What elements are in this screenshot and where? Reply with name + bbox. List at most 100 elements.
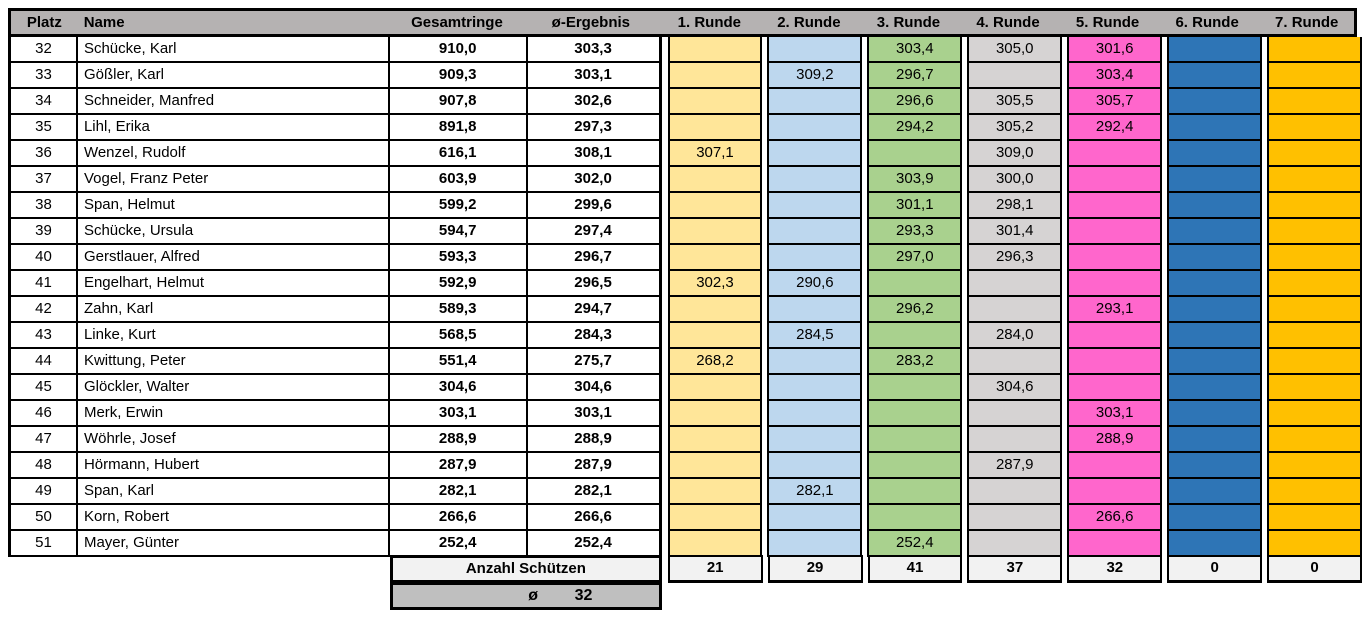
runde-1-cell[interactable] — [667, 427, 763, 453]
runde-7-cell[interactable] — [1267, 297, 1362, 323]
runde-1-cell[interactable] — [667, 531, 763, 557]
runde-5-cell[interactable] — [1067, 167, 1163, 193]
platz-cell[interactable]: 34 — [8, 89, 78, 115]
runde-3-cell[interactable] — [867, 427, 963, 453]
name-cell[interactable]: Wöhrle, Josef — [77, 427, 390, 453]
runde-5-cell[interactable]: 303,1 — [1067, 401, 1163, 427]
runde-1-cell[interactable] — [667, 323, 763, 349]
gesamtringe-cell[interactable]: 891,8 — [389, 115, 528, 141]
runde-5-cell[interactable] — [1067, 453, 1163, 479]
runde-2-cell[interactable] — [767, 141, 863, 167]
runde-4-cell[interactable] — [967, 297, 1063, 323]
runde-1-cell[interactable] — [667, 115, 763, 141]
avg-ergebnis-cell[interactable]: 288,9 — [527, 427, 662, 453]
runde-7-cell[interactable] — [1267, 401, 1362, 427]
runde-6-cell[interactable] — [1167, 401, 1263, 427]
runde-6-cell[interactable] — [1167, 479, 1263, 505]
runde-2-cell[interactable] — [767, 115, 863, 141]
runde-4-cell[interactable]: 287,9 — [967, 453, 1063, 479]
runde-7-cell[interactable] — [1267, 427, 1362, 453]
column-header-platz[interactable]: Platz — [26, 14, 62, 31]
runde-5-cell[interactable]: 305,7 — [1067, 89, 1163, 115]
gesamtringe-cell[interactable]: 287,9 — [389, 453, 528, 479]
gesamtringe-cell[interactable]: 593,3 — [389, 245, 528, 271]
runde-7-cell[interactable] — [1267, 375, 1362, 401]
platz-cell[interactable]: 45 — [8, 375, 78, 401]
name-cell[interactable]: Schneider, Manfred — [77, 89, 390, 115]
platz-cell[interactable]: 48 — [8, 453, 78, 479]
runde-5-cell[interactable] — [1067, 349, 1163, 375]
runde-7-count[interactable]: 0 — [1267, 555, 1362, 583]
runde-3-cell[interactable] — [867, 323, 963, 349]
runde-4-cell[interactable] — [967, 531, 1063, 557]
runde-7-cell[interactable] — [1267, 271, 1362, 297]
runde-2-cell[interactable] — [767, 453, 863, 479]
runde-4-cell[interactable] — [967, 63, 1063, 89]
gesamtringe-cell[interactable]: 568,5 — [389, 323, 528, 349]
runde-3-cell[interactable] — [867, 271, 963, 297]
platz-cell[interactable]: 47 — [8, 427, 78, 453]
runde-6-cell[interactable] — [1167, 453, 1263, 479]
runde-2-cell[interactable] — [767, 427, 863, 453]
runde-6-cell[interactable] — [1167, 193, 1263, 219]
avg-ergebnis-cell[interactable]: 275,7 — [527, 349, 662, 375]
runde-7-cell[interactable] — [1267, 245, 1362, 271]
runde-7-cell[interactable] — [1267, 141, 1362, 167]
runde-2-cell[interactable] — [767, 349, 863, 375]
name-cell[interactable]: Schücke, Ursula — [77, 219, 390, 245]
runde-6-cell[interactable] — [1167, 375, 1263, 401]
runde-3-cell[interactable] — [867, 401, 963, 427]
runde-4-cell[interactable] — [967, 427, 1063, 453]
runde-5-count[interactable]: 32 — [1067, 555, 1163, 583]
name-cell[interactable]: Vogel, Franz Peter — [77, 167, 390, 193]
runde-6-cell[interactable] — [1167, 427, 1263, 453]
runde-6-cell[interactable] — [1167, 505, 1263, 531]
gesamtringe-cell[interactable]: 303,1 — [389, 401, 528, 427]
runde-2-cell[interactable] — [767, 193, 863, 219]
name-cell[interactable]: Span, Helmut — [77, 193, 390, 219]
avg-ergebnis-cell[interactable]: 282,1 — [527, 479, 662, 505]
runde-6-cell[interactable] — [1167, 297, 1263, 323]
platz-cell[interactable]: 41 — [8, 271, 78, 297]
runde-7-cell[interactable] — [1267, 89, 1362, 115]
avg-ergebnis-cell[interactable]: 296,5 — [527, 271, 662, 297]
name-cell[interactable]: Merk, Erwin — [77, 401, 390, 427]
avg-ergebnis-cell[interactable]: 296,7 — [527, 245, 662, 271]
runde-1-cell[interactable] — [667, 167, 763, 193]
column-header-runde-6[interactable]: 6. Runde — [1175, 14, 1239, 31]
runde-1-cell[interactable] — [667, 193, 763, 219]
runde-3-cell[interactable] — [867, 479, 963, 505]
platz-cell[interactable]: 51 — [8, 531, 78, 557]
runde-6-cell[interactable] — [1167, 349, 1263, 375]
platz-cell[interactable]: 35 — [8, 115, 78, 141]
runde-7-cell[interactable] — [1267, 349, 1362, 375]
name-cell[interactable]: Engelhart, Helmut — [77, 271, 390, 297]
column-header-runde-4[interactable]: 4. Runde — [976, 14, 1040, 31]
runde-1-count[interactable]: 21 — [667, 555, 763, 583]
runde-6-cell[interactable] — [1167, 219, 1263, 245]
avg-ergebnis-cell[interactable]: 308,1 — [527, 141, 662, 167]
runde-7-cell[interactable] — [1267, 531, 1362, 557]
avg-ergebnis-cell[interactable]: 287,9 — [527, 453, 662, 479]
runde-4-cell[interactable] — [967, 401, 1063, 427]
runde-1-cell[interactable] — [667, 37, 763, 63]
runde-7-cell[interactable] — [1267, 479, 1362, 505]
runde-6-cell[interactable] — [1167, 245, 1263, 271]
name-cell[interactable]: Korn, Robert — [77, 505, 390, 531]
name-cell[interactable]: Lihl, Erika — [77, 115, 390, 141]
runde-7-cell[interactable] — [1267, 219, 1362, 245]
runde-1-cell[interactable] — [667, 479, 763, 505]
runde-7-cell[interactable] — [1267, 115, 1362, 141]
runde-2-cell[interactable] — [767, 89, 863, 115]
name-cell[interactable]: Mayer, Günter — [77, 531, 390, 557]
name-cell[interactable]: Schücke, Karl — [77, 37, 390, 63]
runde-4-cell[interactable] — [967, 349, 1063, 375]
runde-7-cell[interactable] — [1267, 193, 1362, 219]
runde-3-count[interactable]: 41 — [867, 555, 963, 583]
avg-ergebnis-cell[interactable]: 252,4 — [527, 531, 662, 557]
avg-ergebnis-cell[interactable]: 294,7 — [527, 297, 662, 323]
name-cell[interactable]: Kwittung, Peter — [77, 349, 390, 375]
runde-3-cell[interactable]: 296,7 — [867, 63, 963, 89]
runde-4-cell[interactable]: 305,2 — [967, 115, 1063, 141]
average-shooters-cell[interactable]: ø 32 — [390, 583, 662, 610]
